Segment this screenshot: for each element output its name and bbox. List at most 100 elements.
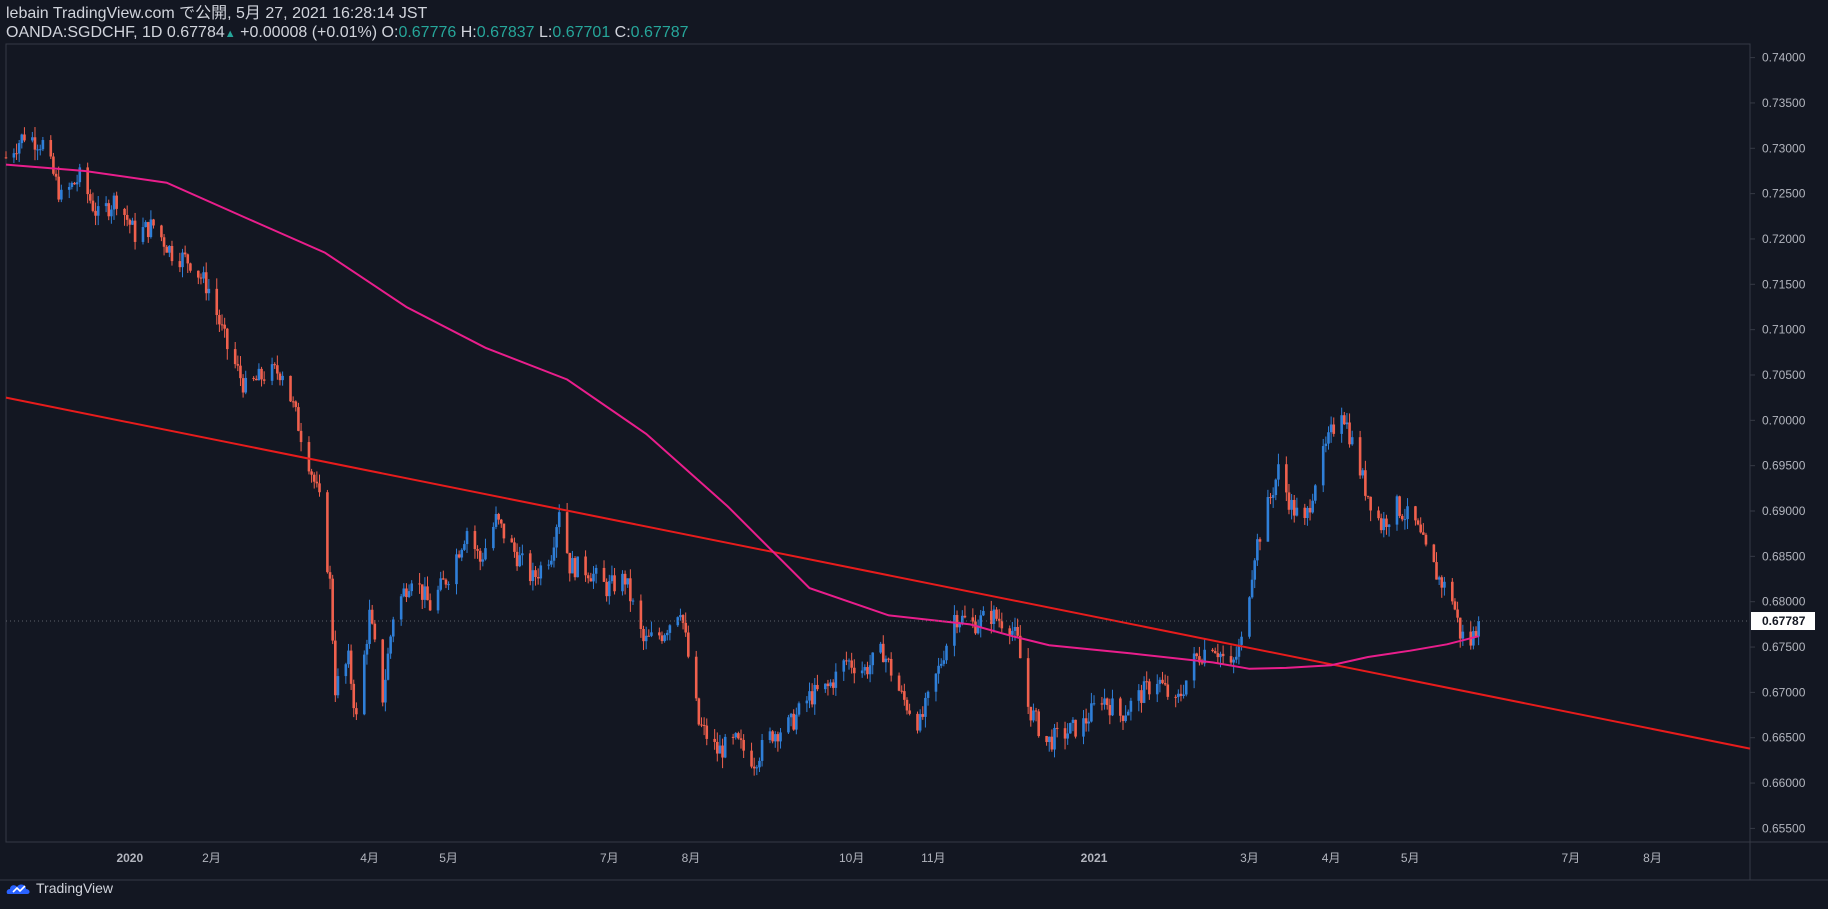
candle-body — [347, 650, 350, 665]
candle-body — [871, 652, 875, 666]
candle-body — [1414, 506, 1417, 521]
candle-body — [23, 134, 26, 141]
candle-body — [70, 182, 74, 187]
candle-body — [15, 153, 18, 155]
candle-body — [1258, 539, 1262, 542]
candle-body — [971, 617, 975, 622]
price-axis[interactable]: 0.74000 0.73500 0.73000 0.72500 0.72000 0.715… — [1750, 51, 1806, 836]
candle-body — [1182, 694, 1185, 696]
candle-body — [423, 586, 427, 600]
candle-body — [96, 206, 100, 216]
candle-body — [254, 378, 258, 381]
plot-area-frame — [5, 43, 1751, 843]
ohlc-legend[interactable]: OANDA:SGDCHF, 1D 0.67784▲ +0.00008 (+0.0… — [6, 23, 689, 42]
candle-body — [760, 739, 764, 761]
candle-body — [1395, 496, 1399, 525]
candle-body — [718, 745, 722, 754]
candle-body — [813, 684, 817, 705]
candle-body — [144, 222, 147, 228]
candle-body — [276, 365, 279, 374]
candle-body — [223, 324, 226, 329]
candle-body — [905, 699, 909, 711]
price-tick-label: 0.70000 — [1762, 413, 1806, 427]
candle-body — [86, 167, 89, 195]
candle-body — [768, 731, 772, 740]
candle-body — [52, 156, 55, 174]
candle-body — [639, 600, 643, 629]
candle-body — [1221, 653, 1225, 657]
candle-body — [41, 140, 45, 150]
candle-body — [576, 556, 579, 578]
candle-body — [723, 736, 727, 758]
candle-body — [1203, 649, 1206, 664]
candle-body — [792, 713, 795, 730]
price-tick-label: 0.70500 — [1762, 368, 1806, 382]
candle-body — [850, 660, 853, 668]
candle-body — [1406, 506, 1409, 520]
candle-body — [381, 639, 385, 703]
tradingview-logo[interactable]: TradingView — [6, 880, 113, 896]
candle-body — [1287, 492, 1291, 510]
candle-body — [1277, 464, 1280, 480]
candle-body — [816, 684, 819, 690]
candle-body — [705, 725, 709, 739]
candle-body — [165, 246, 169, 253]
candle-body — [54, 173, 58, 177]
candle-body — [1184, 680, 1188, 695]
time-tick-label: 10月 — [839, 851, 864, 865]
time-axis[interactable]: 2020 2月 4月 5月 7月 8月 10月 11月 2021 3月 4月 5月 7月 8月 — [116, 851, 1661, 865]
candle-body — [168, 245, 171, 253]
candle-body — [1340, 415, 1343, 434]
candle-body — [721, 745, 724, 758]
candle-body — [197, 270, 200, 278]
candle-body — [752, 766, 756, 769]
candle-body — [1158, 679, 1162, 684]
candle-body — [992, 609, 996, 624]
cloud-logo-icon — [6, 884, 30, 894]
candle-body — [1229, 656, 1233, 663]
candle-body — [1329, 424, 1333, 433]
price-tick-label: 0.72500 — [1762, 187, 1806, 201]
candle-body — [112, 195, 116, 210]
candle-body — [997, 618, 1001, 621]
candle-body — [1140, 690, 1143, 703]
candle-body — [484, 548, 487, 560]
candle-body — [407, 591, 411, 598]
candle-body — [610, 575, 614, 582]
candle-body — [170, 245, 174, 262]
candle-body — [536, 577, 540, 579]
candle-body — [515, 551, 519, 567]
candle-body — [684, 622, 687, 633]
candle-body — [731, 736, 735, 738]
candle-body — [592, 573, 595, 582]
candle-body — [257, 368, 261, 381]
candle-body — [866, 667, 869, 675]
candle-body — [702, 725, 706, 727]
candle-body — [573, 558, 577, 578]
candle-body — [239, 365, 242, 379]
candle-body — [1379, 518, 1383, 531]
candle-body — [73, 182, 76, 185]
candle-body — [1155, 683, 1159, 695]
candle-body — [386, 653, 390, 680]
candle-body — [1161, 679, 1164, 684]
candle-body — [478, 550, 482, 562]
candle-body — [658, 632, 661, 636]
candle-body — [884, 658, 888, 663]
candle-body — [1324, 443, 1328, 447]
candle-body — [842, 660, 846, 672]
candle-body — [1082, 718, 1085, 737]
candle-body — [773, 734, 777, 742]
candle-body — [863, 667, 867, 671]
candle-body — [1358, 437, 1362, 476]
candle-body — [497, 513, 500, 520]
time-tick-label: 7月 — [600, 851, 619, 865]
candle-body — [220, 324, 224, 326]
candle-body — [1398, 496, 1401, 516]
candle-body — [91, 200, 95, 211]
candle-body — [12, 153, 16, 158]
candle-body — [67, 186, 71, 190]
candle-body — [750, 750, 753, 767]
price-tick-label: 0.69500 — [1762, 459, 1806, 473]
